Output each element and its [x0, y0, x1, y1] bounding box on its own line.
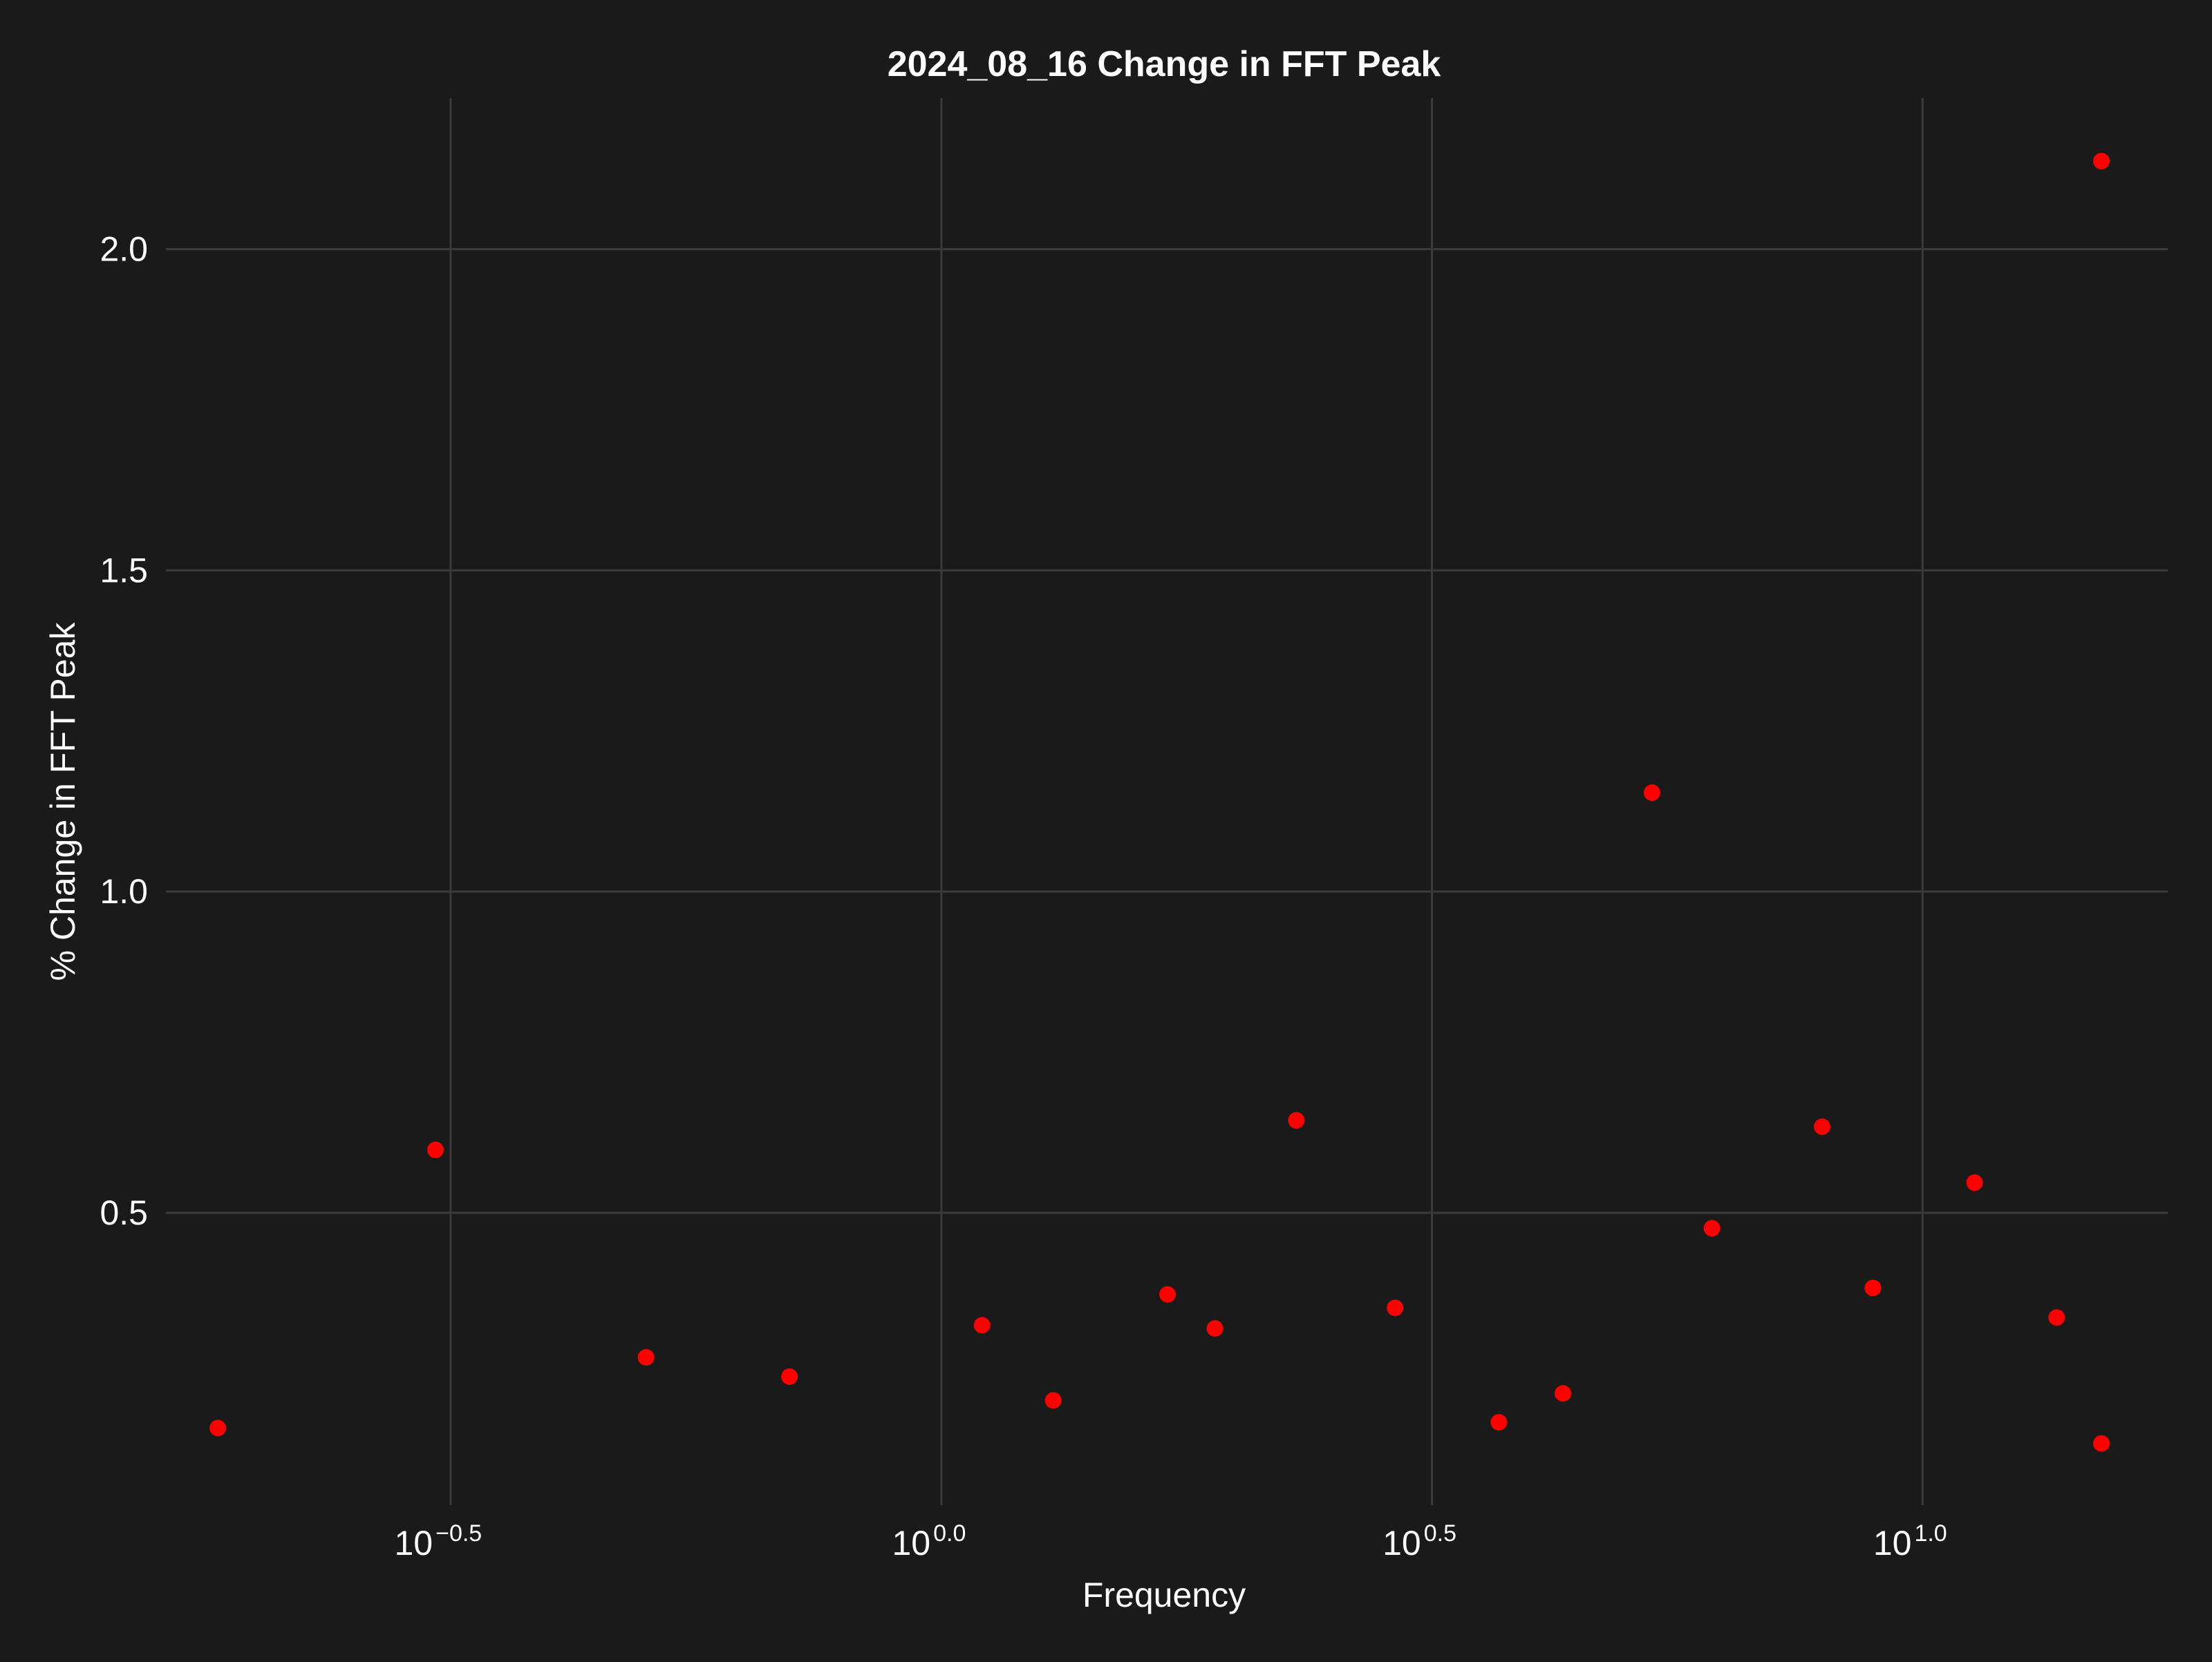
data-point	[1966, 1174, 1983, 1191]
y-tick-label: 1.5	[100, 551, 148, 589]
grid	[166, 98, 2168, 1505]
data-point	[1387, 1299, 1404, 1316]
data-point	[1288, 1112, 1305, 1129]
y-tick-label: 1.0	[100, 872, 148, 911]
data-point	[427, 1141, 444, 1158]
data-point	[1044, 1392, 1062, 1409]
y-tick-label: 2.0	[100, 229, 148, 268]
y-axis-label: % Change in FFT Peak	[44, 622, 82, 981]
data-point	[781, 1368, 798, 1386]
x-tick-label: 10 0.5	[1382, 1520, 1456, 1562]
y-tick-label: 0.5	[100, 1193, 148, 1232]
data-point	[1813, 1118, 1830, 1135]
tick-labels: 10 −0.5 10 0.0 10 0.5 10 1.0 0.5 1.0 1.5 2.0	[100, 229, 1947, 1562]
data-point	[2093, 153, 2110, 170]
data-point	[1864, 1279, 1882, 1296]
data-point	[1490, 1414, 1508, 1431]
x-tick-label: 10 −0.5	[394, 1520, 482, 1562]
x-tick-label: 10 1.0	[1873, 1520, 1947, 1562]
data-point	[637, 1349, 655, 1366]
x-tick-label: 10 0.0	[892, 1520, 966, 1562]
data-point	[2048, 1309, 2065, 1326]
data-point	[1206, 1320, 1224, 1337]
data-point	[1643, 784, 1660, 801]
data-point	[2093, 1435, 2110, 1452]
x-axis-label: Frequency	[1082, 1576, 1246, 1614]
data-point	[1703, 1220, 1721, 1237]
data-point	[973, 1316, 991, 1334]
data-point	[1555, 1385, 1572, 1402]
data-point	[1159, 1286, 1177, 1303]
data-point	[209, 1419, 227, 1437]
chart-title: 2024_08_16 Change in FFT Peak	[888, 44, 1441, 84]
data-points	[209, 153, 2110, 1452]
